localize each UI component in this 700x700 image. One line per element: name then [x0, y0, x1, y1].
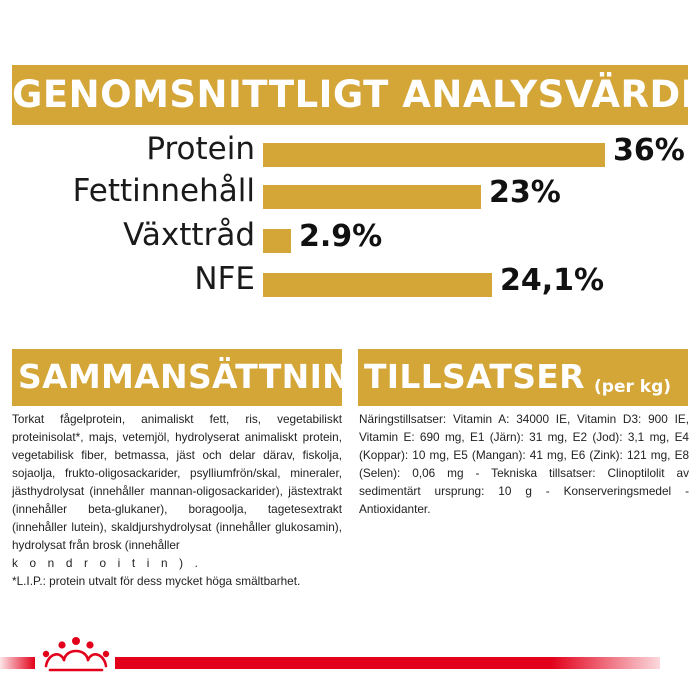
additives-text: Näringstillsatser: Vitamin A: 34000 IE, … — [359, 412, 689, 516]
composition-text-spaced: kondroitin). — [12, 556, 210, 570]
composition-header: SAMMANSÄTTNING — [12, 349, 377, 406]
bar — [263, 143, 605, 167]
analysis-chart: Protein 36% Fettinnehåll 23% Växttråd 2.9% NFE… — [0, 131, 700, 315]
additives-title: TILLSATSER — [364, 357, 585, 396]
additives-subtitle: (per kg) — [594, 377, 672, 397]
banner-title: GENOMSNITTLIGT ANALYSVÄRDE — [12, 73, 700, 116]
bar-value-label: 24,1% — [500, 263, 605, 298]
royal-canin-crown-icon — [42, 637, 110, 672]
bar-value-label: 36% — [613, 133, 685, 168]
composition-body: Torkat fågelprotein, animaliskt fett, ri… — [12, 410, 342, 590]
analysis-banner: GENOMSNITTLIGT ANALYSVÄRDE — [12, 65, 700, 125]
footer-stripe — [115, 657, 660, 669]
additives-body: Näringstillsatser: Vitamin A: 34000 IE, … — [359, 410, 689, 518]
bar-value-label: 23% — [489, 175, 561, 210]
footer-stripe-left — [0, 657, 35, 669]
bar-label: Protein — [146, 131, 255, 167]
bar-value-label: 2.9% — [299, 219, 383, 254]
bar — [263, 273, 492, 297]
composition-text: Torkat fågelprotein, animaliskt fett, ri… — [12, 412, 342, 552]
additives-header: TILLSATSER (per kg) — [358, 349, 688, 406]
bar-label: Växttråd — [123, 217, 255, 253]
composition-title: SAMMANSÄTTNING — [18, 357, 378, 396]
bar — [263, 185, 481, 209]
bar — [263, 229, 291, 253]
bar-label: Fettinnehåll — [72, 173, 255, 209]
composition-footnote: *L.I.P.: protein utvalt för dess mycket … — [12, 574, 301, 588]
bar-label: NFE — [194, 261, 255, 297]
